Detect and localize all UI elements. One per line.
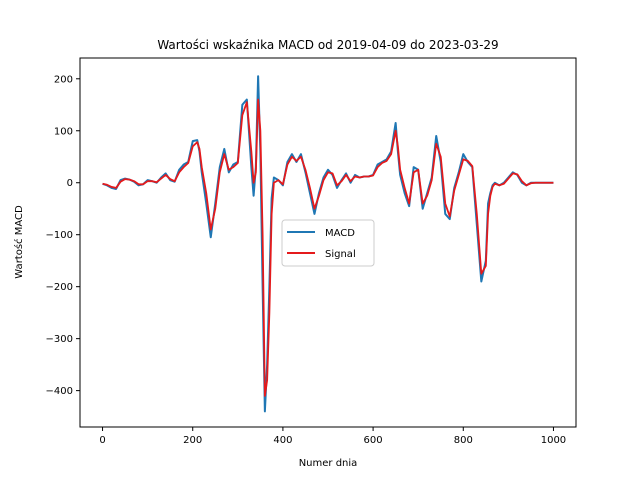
y-axis-label: Wartość MACD xyxy=(13,205,25,279)
y-tick-label: 200 xyxy=(54,74,73,85)
y-axis-ticks: −400 −300 −200 −100 0 100 200 xyxy=(46,74,80,397)
x-axis-ticks: 0 200 400 600 800 1000 xyxy=(99,427,566,446)
y-tick-label: −200 xyxy=(46,282,73,293)
y-tick-label: 0 xyxy=(67,178,73,189)
legend-label-signal: Signal xyxy=(325,249,356,260)
x-axis-label: Numer dnia xyxy=(299,458,358,469)
x-tick-label: 400 xyxy=(273,435,292,446)
chart-title: Wartości wskaźnika MACD od 2019-04-09 do… xyxy=(157,38,498,52)
y-tick-label: −100 xyxy=(46,230,73,241)
axes-frame xyxy=(79,57,577,428)
x-tick-label: 0 xyxy=(99,435,105,446)
x-tick-label: 1000 xyxy=(541,435,566,446)
series-line-signal xyxy=(102,98,554,397)
legend-label-macd: MACD xyxy=(325,228,355,239)
x-tick-label: 600 xyxy=(364,435,383,446)
y-tick-label: 100 xyxy=(54,126,73,137)
y-tick-label: −400 xyxy=(46,386,73,397)
y-tick-label: −300 xyxy=(46,334,73,345)
series-layer xyxy=(102,75,554,413)
x-tick-label: 800 xyxy=(454,435,473,446)
plot-area: 0 200 400 600 800 1000 −400 −300 −200 −100 0 100 20… xyxy=(46,57,577,446)
x-tick-label: 200 xyxy=(183,435,202,446)
legend: MACD Signal xyxy=(281,219,375,267)
